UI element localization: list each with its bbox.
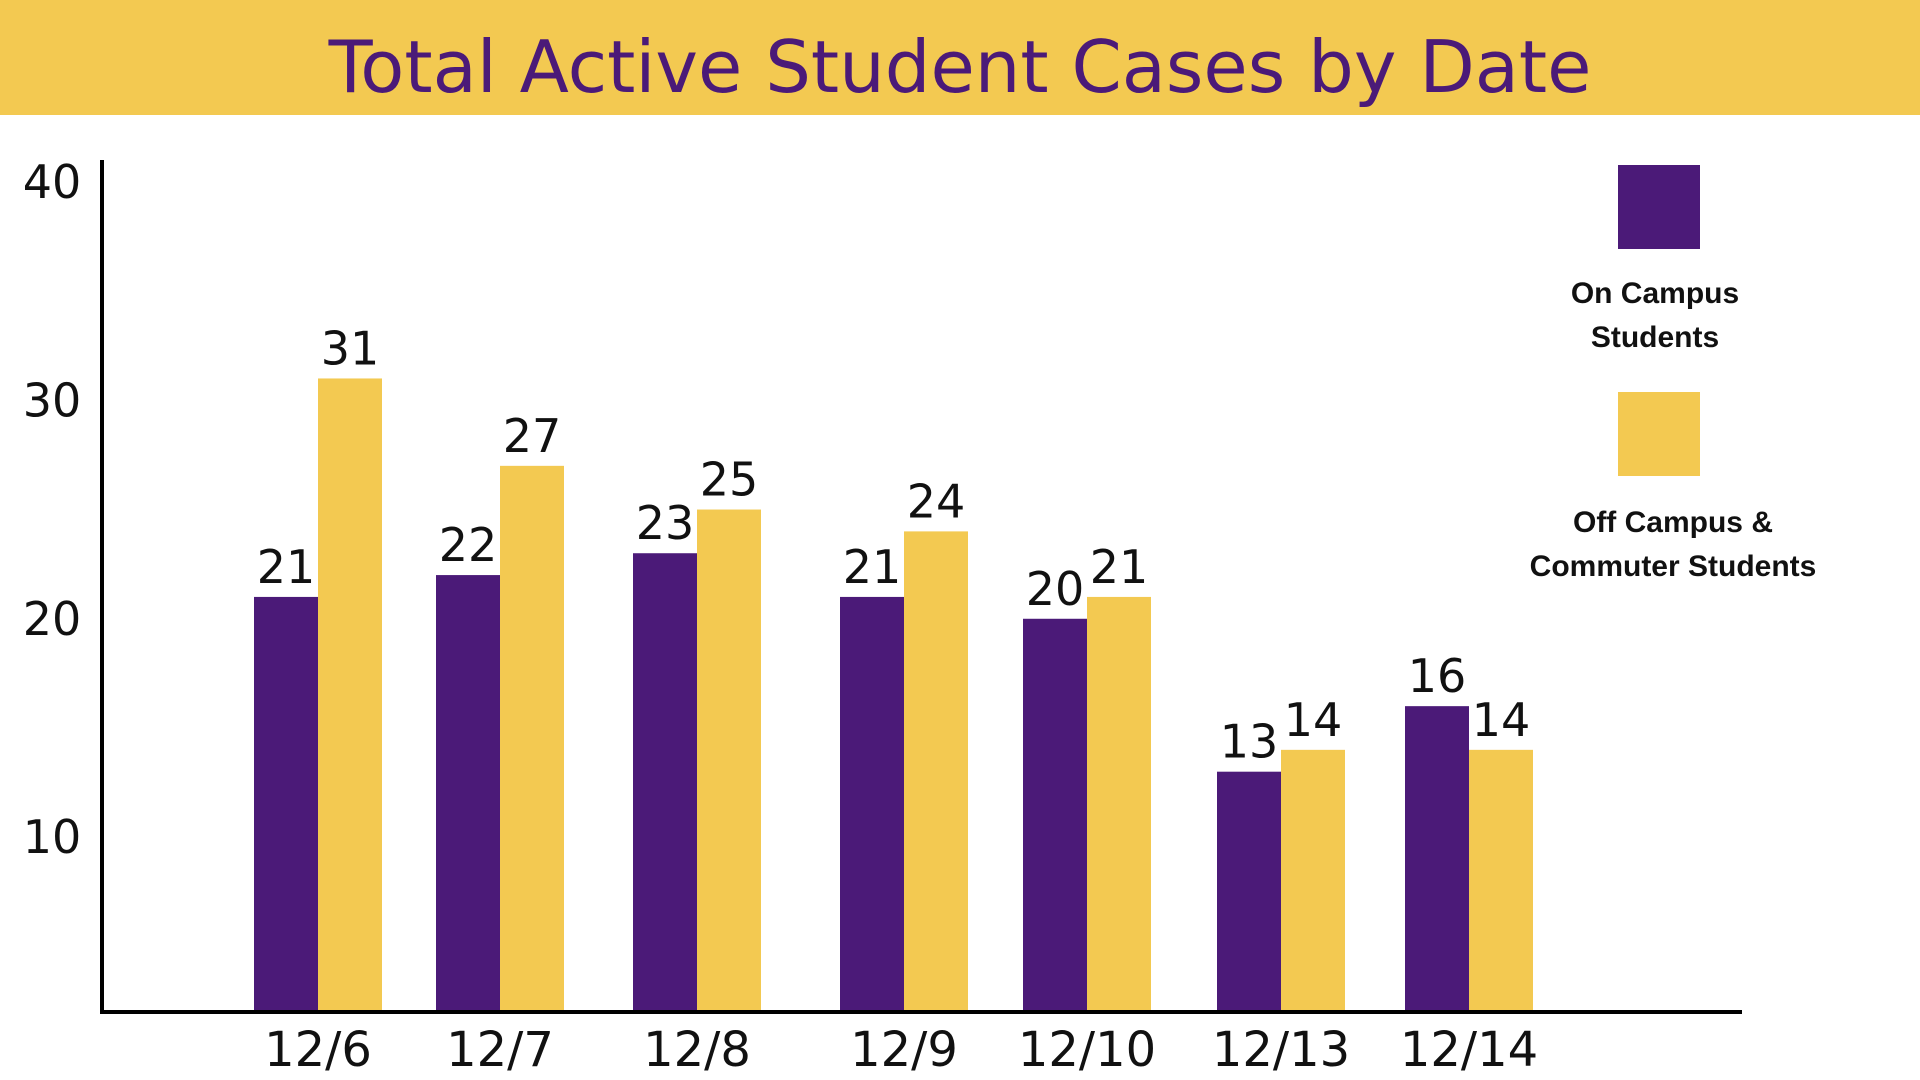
- y-tick-label-40: 40: [23, 155, 82, 209]
- legend-swatch-off-campus: [1618, 392, 1700, 476]
- y-tick-label-20: 20: [23, 592, 82, 646]
- x-tick-label-12-14: 12/14: [1400, 1022, 1538, 1078]
- value-label-on-campus-12-13: 13: [1220, 715, 1279, 769]
- x-tick-label-12-8: 12/8: [643, 1022, 751, 1078]
- legend-off-campus-line1: Off Campus &: [1572, 506, 1773, 539]
- value-label-on-campus-12-7: 22: [439, 518, 498, 572]
- bar-off-campus-12-6: [318, 378, 382, 1012]
- legend-on-campus-line1: On Campus: [1570, 277, 1740, 310]
- legend-on-campus-line2: Students: [1590, 321, 1720, 354]
- bar-off-campus-12-7: [500, 465, 564, 1012]
- bar-on-campus-12-10: [1023, 618, 1087, 1012]
- value-label-off-campus-12-14: 14: [1472, 693, 1531, 747]
- value-label-off-campus-12-9: 24: [907, 474, 966, 528]
- legend-off-campus-line2: Commuter Students: [1529, 550, 1817, 583]
- chart-title: Total Active Student Cases by Date: [328, 25, 1592, 109]
- bar-on-campus-12-8: [633, 553, 697, 1012]
- value-label-on-campus-12-9: 21: [843, 540, 902, 594]
- value-label-on-campus-12-6: 21: [257, 540, 316, 594]
- x-tick-label-12-7: 12/7: [446, 1022, 554, 1078]
- value-label-on-campus-12-8: 23: [636, 496, 695, 550]
- x-tick-label-12-10: 12/10: [1018, 1022, 1156, 1078]
- bar-off-campus-12-10: [1087, 596, 1151, 1012]
- x-tick-label-12-13: 12/13: [1212, 1022, 1350, 1078]
- legend-swatch-on-campus: [1618, 165, 1700, 249]
- bar-off-campus-12-9: [904, 531, 968, 1012]
- value-label-off-campus-12-7: 27: [503, 409, 562, 463]
- legend-label-off-campus: Off Campus & Commuter Students: [1493, 501, 1853, 589]
- bar-on-campus-12-14: [1405, 706, 1469, 1012]
- value-label-off-campus-12-10: 21: [1090, 540, 1149, 594]
- bar-on-campus-12-13: [1217, 771, 1281, 1012]
- x-tick-label-12-6: 12/6: [264, 1022, 372, 1078]
- bar-off-campus-12-8: [697, 509, 761, 1012]
- title-bar: [0, 0, 1920, 115]
- bar-off-campus-12-14: [1469, 749, 1533, 1012]
- value-label-off-campus-12-13: 14: [1284, 693, 1343, 747]
- bar-on-campus-12-6: [254, 596, 318, 1012]
- bar-off-campus-12-13: [1281, 749, 1345, 1012]
- value-label-on-campus-12-10: 20: [1026, 562, 1085, 616]
- y-tick-label-30: 30: [23, 373, 82, 427]
- value-label-on-campus-12-14: 16: [1408, 649, 1467, 703]
- y-tick-label-10: 10: [23, 810, 82, 864]
- bar-on-campus-12-7: [436, 575, 500, 1012]
- legend-label-on-campus: On Campus Students: [1475, 272, 1835, 360]
- x-tick-label-12-9: 12/9: [850, 1022, 958, 1078]
- value-label-off-campus-12-8: 25: [700, 453, 759, 507]
- bar-on-campus-12-9: [840, 596, 904, 1012]
- value-label-off-campus-12-6: 31: [321, 321, 380, 375]
